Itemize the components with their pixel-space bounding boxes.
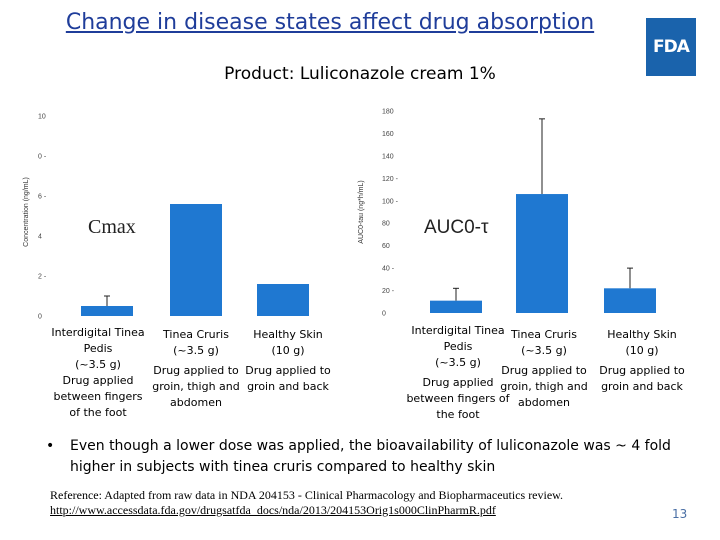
cmax-bar	[257, 284, 309, 316]
fda-logo: FDA	[646, 18, 696, 76]
left-cat-1: Interdigital Tinea Pedis (~3.5 g) Drug a…	[48, 325, 148, 421]
cmax-ytick-label: 10	[38, 114, 46, 121]
auc-ytick-label: 20 -	[382, 288, 395, 295]
cat-application: Drug applied to groin, thigh and abdomen	[152, 364, 240, 409]
cmax-ytick-label: 0	[38, 314, 42, 321]
reference-link[interactable]: http://www.accessdata.fda.gov/drugsatfda…	[50, 503, 496, 517]
cat-name: Healthy Skin	[607, 328, 677, 341]
cmax-chart: Concentration (ng/mL) Cmax 0 2 - 4 6 - 0 - 10	[23, 114, 309, 321]
left-cat-3: Healthy Skin (10 g) Drug applied to groi…	[238, 327, 338, 395]
cat-application: Drug applied to groin, thigh and abdomen	[500, 364, 588, 409]
right-cat-1: Interdigital Tinea Pedis (~3.5 g) Drug a…	[398, 323, 518, 423]
auc-ytick-label: 80	[382, 221, 390, 228]
auc-ylabel: AUC0-tau (ng*h/mL)	[358, 180, 365, 243]
auc-ytick-label: 100 -	[382, 198, 399, 205]
cat-dose: (10 g)	[625, 344, 659, 357]
cmax-ytick-label: 0 -	[38, 154, 47, 161]
cmax-ytick-label: 6 -	[38, 194, 47, 201]
auc-ytick-label: 60	[382, 243, 390, 250]
right-cat-3: Healthy Skin (10 g) Drug applied to groi…	[592, 327, 692, 395]
cat-name: Interdigital Tinea Pedis	[51, 326, 145, 355]
slide-title: Change in disease states affect drug abs…	[65, 10, 595, 35]
left-cat-2: Tinea Cruris (~3.5 g) Drug applied to gr…	[146, 327, 246, 411]
auc-ytick-label: 140	[382, 153, 394, 160]
cmax-bar	[81, 306, 133, 316]
cmax-bar	[170, 204, 222, 316]
cat-name: Healthy Skin	[253, 328, 323, 341]
reference-text: Reference: Adapted from raw data in NDA …	[50, 488, 564, 502]
cat-dose: (~3.5 g)	[435, 356, 481, 369]
bullet-dot-icon: •	[46, 438, 55, 454]
cat-application: Drug applied to groin and back	[245, 364, 331, 393]
auc-bar	[604, 288, 656, 313]
bullet-text: Even though a lower dose was applied, th…	[70, 438, 671, 475]
auc-ytick-label: 40 -	[382, 266, 395, 273]
cat-application: Drug applied to groin and back	[599, 364, 685, 393]
cat-dose: (~3.5 g)	[521, 344, 567, 357]
auc-ytick-label: 180	[382, 109, 394, 116]
auc-ytick-label: 0	[382, 311, 386, 318]
page-number: 13	[672, 507, 688, 521]
cmax-ytick-label: 4	[38, 234, 42, 241]
cmax-metric-label: Cmax	[88, 216, 136, 238]
auc-bar	[516, 194, 568, 313]
cat-application: Drug applied between fingers of the foot	[53, 374, 143, 419]
right-cat-2: Tinea Cruris (~3.5 g) Drug applied to gr…	[494, 327, 594, 411]
cat-dose: (~3.5 g)	[173, 344, 219, 357]
auc-metric-label: AUC0-τ	[424, 217, 489, 238]
auc-bar	[430, 300, 482, 313]
slide-subtitle: Product: Luliconazole cream 1%	[224, 64, 496, 84]
cat-name: Tinea Cruris	[163, 328, 229, 341]
cat-name: Interdigital Tinea Pedis	[411, 324, 505, 353]
cat-dose: (~3.5 g)	[75, 358, 121, 371]
summary-bullet: • Even though a lower dose was applied, …	[46, 436, 688, 478]
auc-ytick-label: 160	[382, 131, 394, 138]
cmax-ylabel: Concentration (ng/mL)	[23, 177, 30, 247]
auc-chart: AUC0-tau (ng*h/mL) AUC0-τ 0 20 - 40 - 60 80 1…	[358, 109, 656, 318]
cmax-ytick-label: 2 -	[38, 274, 47, 281]
auc-ytick-label: 120 -	[382, 176, 399, 183]
reference: Reference: Adapted from raw data in NDA …	[50, 488, 670, 518]
cat-application: Drug applied between fingers of the foot	[406, 376, 510, 421]
cat-dose: (10 g)	[271, 344, 305, 357]
cat-name: Tinea Cruris	[511, 328, 577, 341]
